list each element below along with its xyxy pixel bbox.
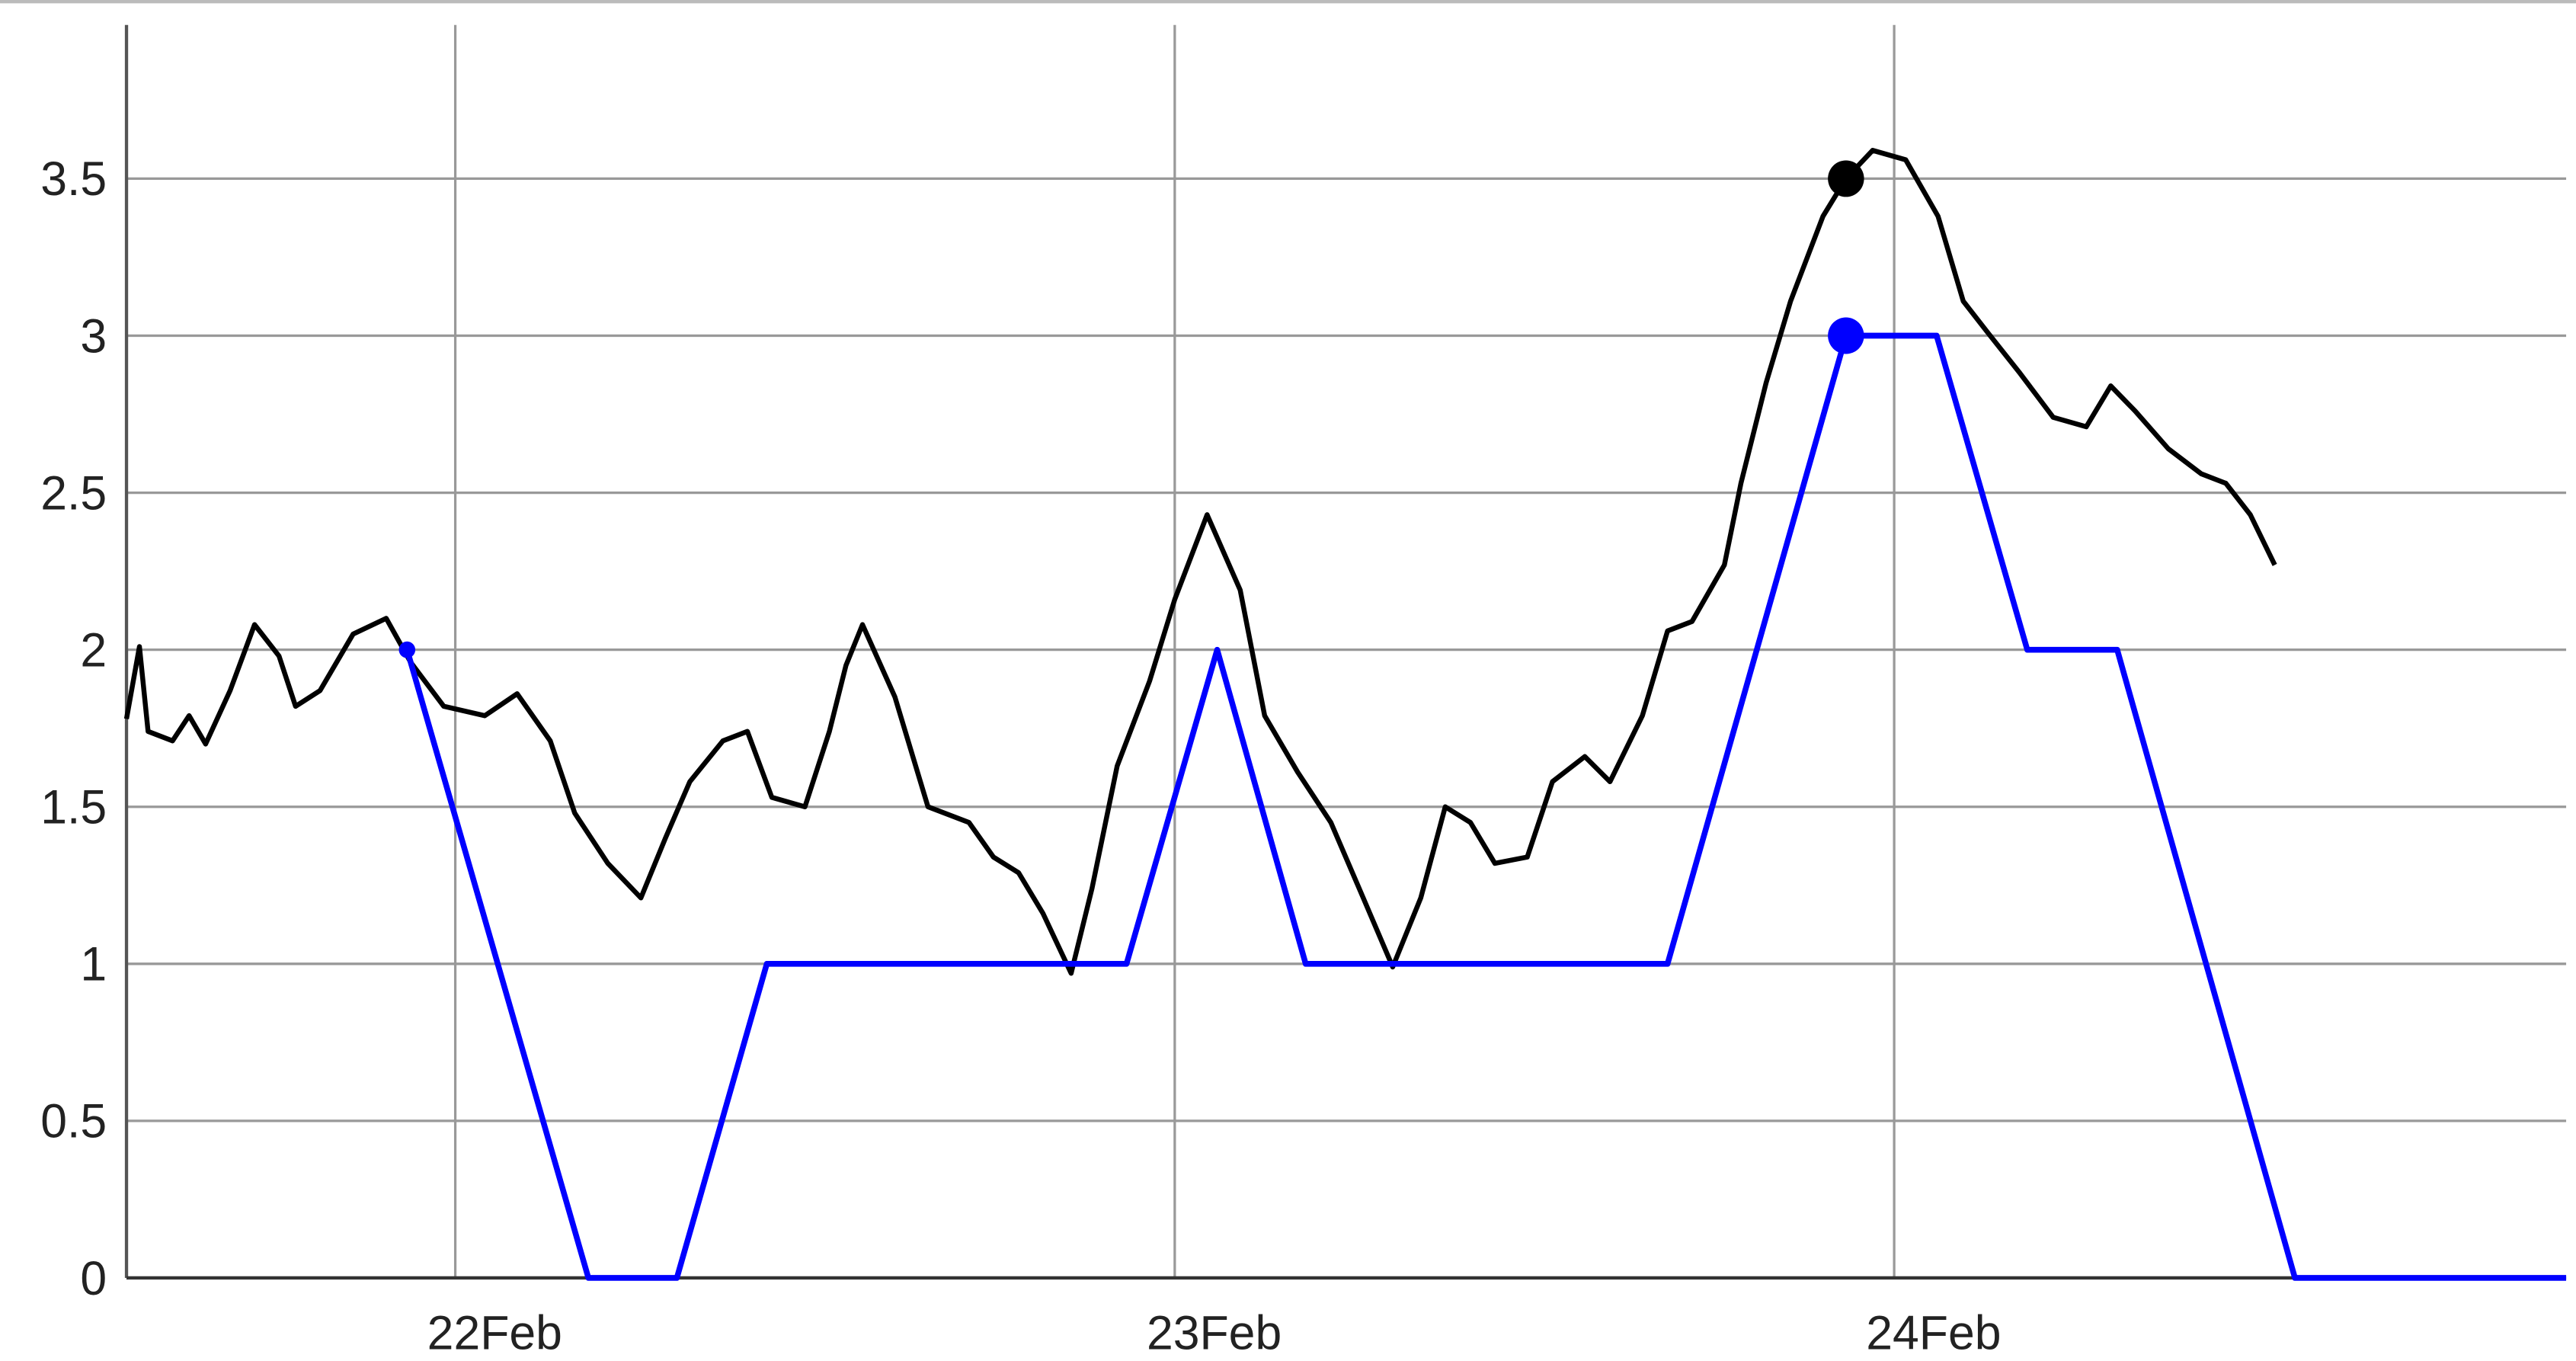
y-tick-label: 0 [80, 1251, 107, 1305]
y-tick-label: 3.5 [40, 152, 107, 206]
y-tick-label: 1.5 [40, 780, 107, 834]
x-tick-label: 24Feb [1866, 1306, 2001, 1359]
series-line [123, 148, 2277, 976]
point-marker [1828, 317, 1864, 354]
point-marker [398, 641, 416, 658]
y-tick-label: 3 [80, 309, 107, 363]
y-tick-label: 1 [80, 937, 107, 991]
series-line [404, 332, 2567, 1281]
x-tick-label: 23Feb [1147, 1306, 1282, 1359]
x-tick-label: 22Feb [427, 1306, 562, 1359]
point-marker [1828, 160, 1864, 197]
y-tick-label: 0.5 [40, 1094, 107, 1148]
y-tick-label: 2.5 [40, 466, 107, 520]
y-tick-label: 2 [80, 623, 107, 677]
